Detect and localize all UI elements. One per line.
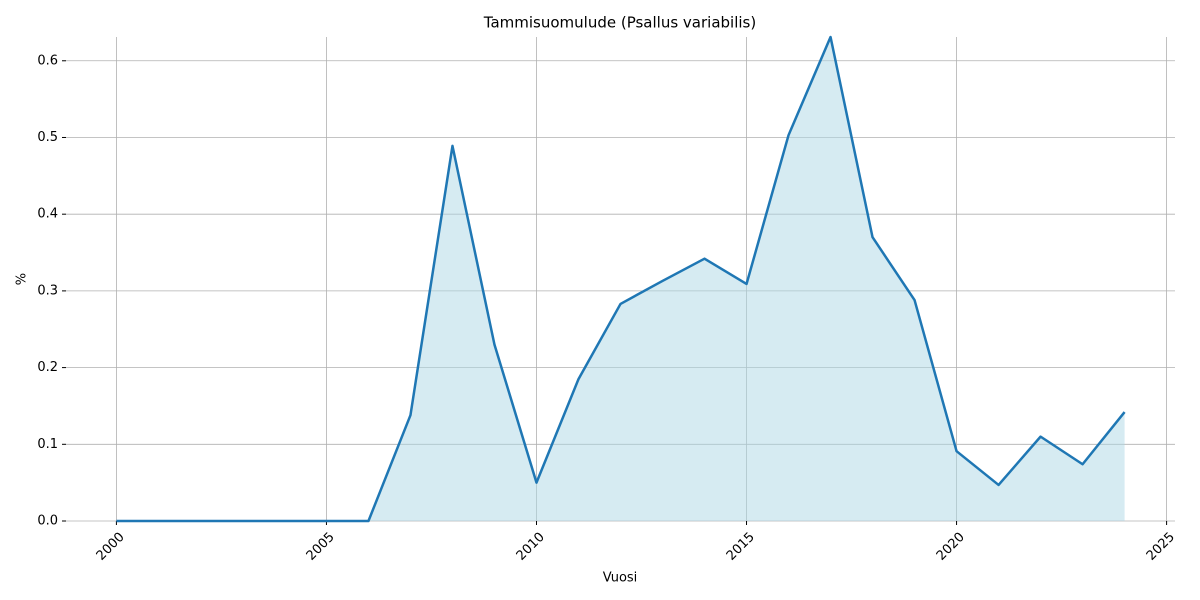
y-tick-label: 0.2	[37, 360, 58, 375]
chart-title: Tammisuomulude (Psallus variabilis)	[483, 14, 756, 32]
y-tick-label: 0.4	[37, 207, 58, 222]
y-tick-label: 0.0	[37, 514, 58, 529]
y-tick-label: 0.5	[37, 130, 58, 145]
x-tick-label: 2000	[94, 530, 128, 564]
line	[116, 35, 1126, 523]
x-tick-label: 2020	[934, 530, 968, 564]
x-tick-label: 2025	[1144, 530, 1178, 564]
y-tick-label: 0.3	[37, 283, 58, 298]
area	[116, 37, 1125, 521]
x-tick-label: 2010	[514, 530, 548, 564]
y-tick-label: 0.1	[37, 437, 58, 452]
x-tick-label: 2005	[304, 530, 338, 564]
x-axis-label: Vuosi	[603, 571, 638, 586]
y-tick-label: 0.6	[37, 53, 58, 68]
y-axis-label: %	[15, 273, 30, 285]
x-tick-label: 2015	[724, 530, 758, 564]
